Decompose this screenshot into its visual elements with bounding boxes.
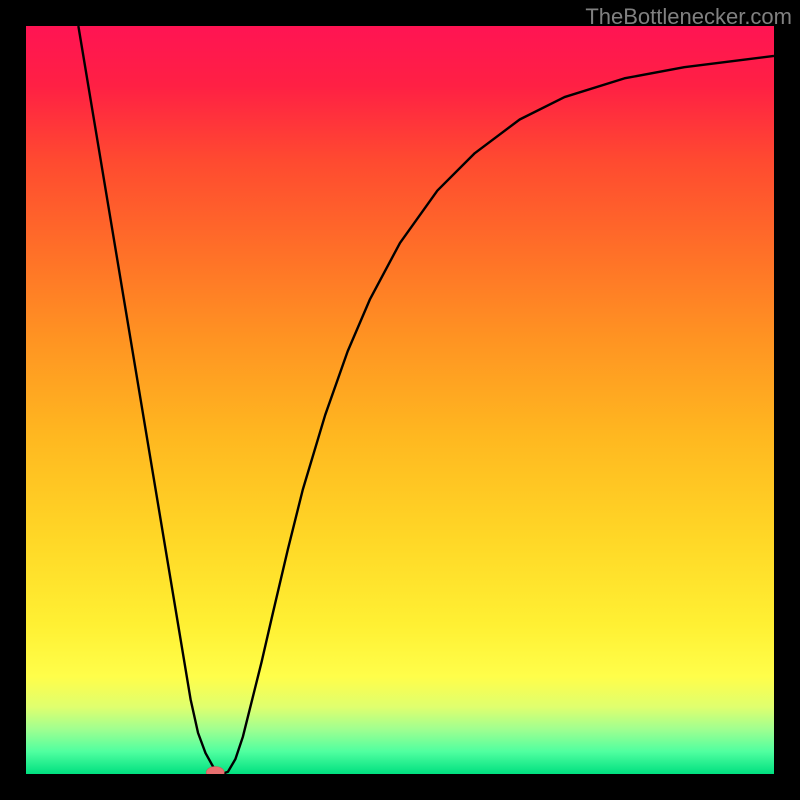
chart-svg: [0, 0, 800, 800]
chart-border-right: [774, 0, 800, 800]
watermark-text: TheBottlenecker.com: [585, 4, 792, 30]
plot-background: [26, 26, 774, 774]
chart-border-bottom: [0, 774, 800, 800]
bottleneck-chart: TheBottlenecker.com: [0, 0, 800, 800]
chart-border-left: [0, 0, 26, 800]
